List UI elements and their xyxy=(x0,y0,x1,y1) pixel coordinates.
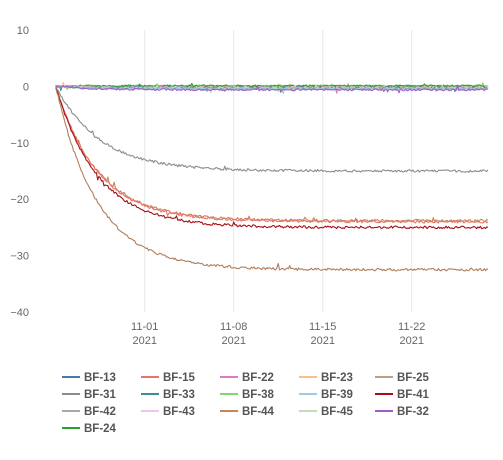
x-tick-label-2: 11-15 xyxy=(309,321,336,333)
x-tick-label-0: 11-01 xyxy=(131,321,158,333)
y-tick-label-3: −20 xyxy=(10,194,29,206)
legend-label-bf-25: BF-25 xyxy=(397,372,430,384)
y-tick-label-1: 0 xyxy=(23,81,29,93)
legend-label-bf-44: BF-44 xyxy=(242,406,275,418)
legend-label-bf-42: BF-42 xyxy=(84,406,116,418)
legend-label-bf-15: BF-15 xyxy=(163,372,196,384)
legend-label-bf-22: BF-22 xyxy=(242,372,274,384)
y-tick-label-0: 10 xyxy=(17,25,29,37)
legend-label-bf-32: BF-32 xyxy=(397,406,429,418)
x-tick-year-2: 2021 xyxy=(310,335,334,347)
x-tick-year-1: 2021 xyxy=(221,335,245,347)
legend-label-bf-45: BF-45 xyxy=(321,406,354,418)
series-line-bf-32 xyxy=(55,84,488,94)
legend-label-bf-38: BF-38 xyxy=(242,389,275,401)
y-tick-label-4: −30 xyxy=(10,251,29,263)
legend-label-bf-24: BF-24 xyxy=(84,423,117,435)
series-line-bf-44 xyxy=(55,87,489,223)
legend-label-bf-13: BF-13 xyxy=(84,372,116,384)
series-line-bf-32b xyxy=(55,87,489,272)
legend-label-bf-33: BF-33 xyxy=(163,389,195,401)
x-tick-label-3: 11-22 xyxy=(398,321,425,333)
y-tick-label-5: −40 xyxy=(10,307,29,319)
legend-label-bf-31: BF-31 xyxy=(84,389,117,401)
series-line-bf-31 xyxy=(55,85,489,173)
x-tick-year-3: 2021 xyxy=(399,335,423,347)
legend-label-bf-23: BF-23 xyxy=(321,372,353,384)
legend-label-bf-43: BF-43 xyxy=(163,406,195,418)
legend-label-bf-41: BF-41 xyxy=(397,389,430,401)
y-tick-label-2: −10 xyxy=(10,138,29,150)
x-tick-year-0: 2021 xyxy=(132,335,156,347)
x-tick-label-1: 11-08 xyxy=(220,321,247,333)
legend-label-bf-39: BF-39 xyxy=(321,389,353,401)
series-line-bf-15 xyxy=(55,87,489,224)
series-line-bf-41 xyxy=(55,87,489,230)
